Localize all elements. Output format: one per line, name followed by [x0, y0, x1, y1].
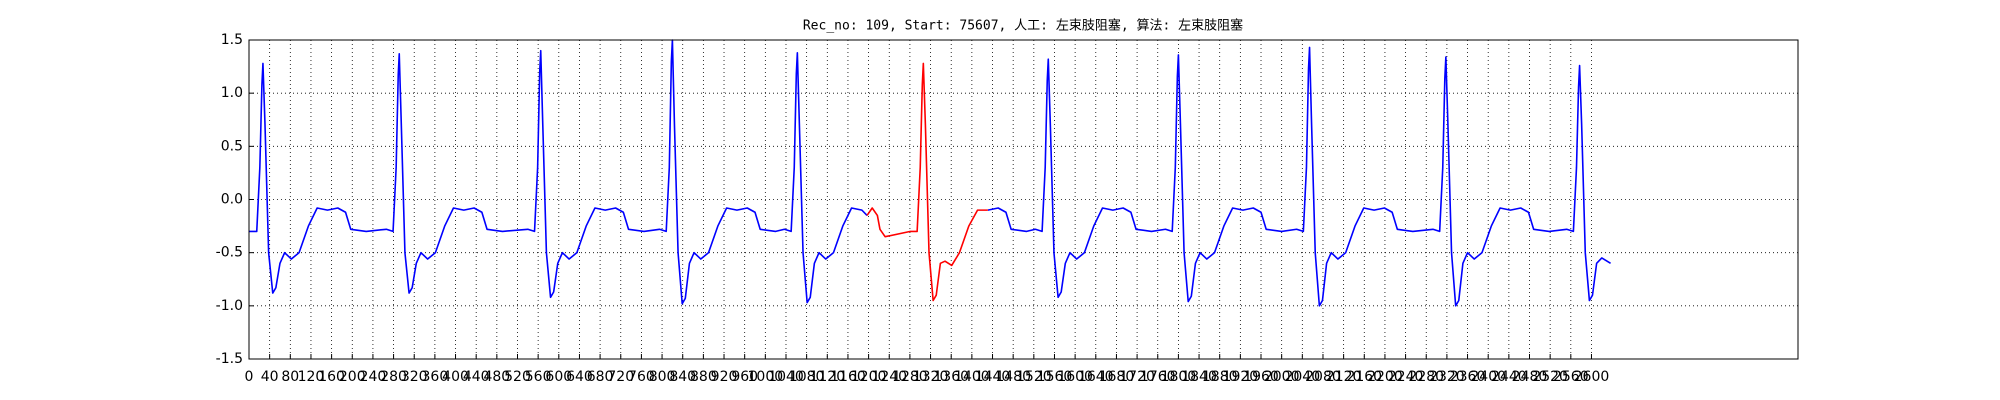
x-tick-label: 2160: [1346, 369, 1382, 385]
ecg-line: [249, 39, 1611, 307]
x-tick-label: 0: [245, 369, 254, 385]
x-tick-label: 1440: [975, 369, 1011, 385]
x-tick-label: 1600: [1057, 369, 1093, 385]
x-tick-label: 2360: [1450, 369, 1486, 385]
x-tick-label: 1400: [954, 369, 990, 385]
x-tick-label: 2120: [1326, 369, 1362, 385]
y-tick-label: 0.5: [221, 138, 243, 154]
x-tick-label: 2440: [1491, 369, 1527, 385]
x-tick-label: 1480: [995, 369, 1031, 385]
x-tick-label: 1760: [1140, 369, 1176, 385]
x-tick-label: 1880: [1202, 369, 1238, 385]
x-tick-label: 120: [298, 369, 325, 385]
y-tick-label: -0.5: [216, 245, 243, 261]
x-tick-label: 1000: [748, 369, 784, 385]
x-tick-label: 2240: [1388, 369, 1424, 385]
x-tick-label: 2560: [1553, 369, 1589, 385]
x-tick-label: 320: [401, 369, 428, 385]
x-tick-label: 1200: [851, 369, 887, 385]
x-tick-label: 560: [525, 369, 552, 385]
x-tick-label: 2400: [1470, 369, 1506, 385]
x-tick-label: 2520: [1532, 369, 1568, 385]
ecg-line: [866, 62, 988, 302]
y-tick-label: 1.5: [221, 32, 243, 48]
x-tick-label: 2600: [1574, 369, 1610, 385]
x-tick-label: 1680: [1099, 369, 1135, 385]
x-tick-label: 2480: [1512, 369, 1548, 385]
plot-frame: [248, 39, 1799, 360]
x-tick-label: 2200: [1367, 369, 1403, 385]
x-tick-label: 1560: [1037, 369, 1073, 385]
x-tick-label: 1960: [1243, 369, 1279, 385]
x-tick-label: 1320: [913, 369, 949, 385]
x-tick-label: 720: [607, 369, 634, 385]
x-tick-label: 360: [422, 369, 449, 385]
x-tick-label: 240: [360, 369, 387, 385]
x-tick-label: 800: [649, 369, 676, 385]
x-tick-label: 200: [339, 369, 366, 385]
x-tick-label: 1520: [1016, 369, 1052, 385]
x-tick-label: 80: [281, 369, 299, 385]
x-tick-label: 760: [628, 369, 655, 385]
x-tick-label: 1360: [933, 369, 969, 385]
x-tick-label: 2280: [1408, 369, 1444, 385]
x-tick-label: 640: [566, 369, 593, 385]
y-tick-label: 0.0: [221, 192, 243, 208]
x-tick-label: 1720: [1119, 369, 1155, 385]
x-tick-label: 960: [731, 369, 758, 385]
x-tick-label: 840: [669, 369, 696, 385]
x-tick-label: 1920: [1223, 369, 1259, 385]
x-tick-label: 2080: [1305, 369, 1341, 385]
x-tick-label: 280: [380, 369, 407, 385]
x-tick-label: 2320: [1429, 369, 1465, 385]
x-tick-label: 520: [504, 369, 531, 385]
x-tick-label: 920: [711, 369, 738, 385]
x-tick-label: 1280: [892, 369, 928, 385]
x-tick-label: 680: [587, 369, 614, 385]
x-tick-label: 880: [690, 369, 717, 385]
y-tick-label: -1.0: [216, 298, 243, 314]
x-tick-label: 1120: [809, 369, 845, 385]
y-tick-label: 1.0: [221, 85, 243, 101]
x-tick-label: 2000: [1264, 369, 1300, 385]
x-tick-label: 1040: [768, 369, 804, 385]
x-tick-label: 1160: [830, 369, 866, 385]
x-tick-label: 400: [442, 369, 469, 385]
chart-title: Rec_no: 109, Start: 75607, 人工: 左束肢阻塞, 算法…: [803, 18, 1243, 34]
x-tick-label: 1240: [871, 369, 907, 385]
x-tick-label: 480: [483, 369, 510, 385]
x-tick-label: 1080: [789, 369, 825, 385]
x-tick-label: 160: [318, 369, 345, 385]
x-tick-label: 1800: [1161, 369, 1197, 385]
x-tick-label: 2040: [1284, 369, 1320, 385]
y-tick-label: -1.5: [216, 351, 243, 367]
x-tick-label: 1640: [1078, 369, 1114, 385]
x-tick-label: 600: [545, 369, 572, 385]
x-tick-label: 40: [261, 369, 279, 385]
x-tick-label: 440: [463, 369, 490, 385]
x-tick-label: 1840: [1181, 369, 1217, 385]
